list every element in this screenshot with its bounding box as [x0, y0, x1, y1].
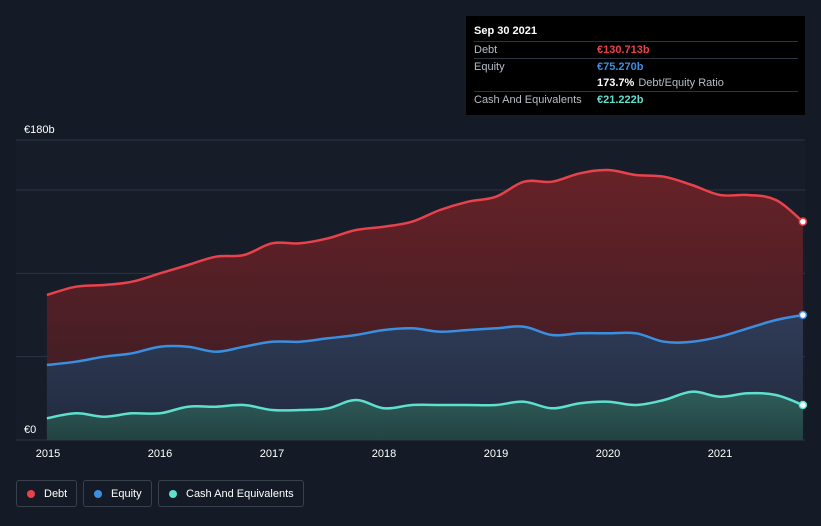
area-cash	[46, 391, 803, 440]
legend-item-debt[interactable]: Debt	[16, 480, 77, 507]
tooltip-cash-value: €21.222b	[597, 94, 644, 106]
y-axis-ticks: €0 €180b	[24, 124, 55, 436]
legend-debt-label: Debt	[44, 487, 68, 500]
y-tick-label-1: €180b	[24, 124, 55, 136]
series-lines	[46, 168, 804, 420]
end-marker-equity	[798, 310, 808, 320]
tooltip-debt-row: Debt €130.713b	[474, 41, 798, 58]
x-tick-label-2015: 2015	[36, 448, 60, 460]
tooltip-equity-row: Equity €75.270b	[474, 58, 798, 75]
legend-item-cash[interactable]: Cash And Equivalents	[158, 480, 304, 507]
line-cash	[46, 390, 804, 420]
x-tick-label-2019: 2019	[484, 448, 508, 460]
end-marker-debt	[798, 217, 808, 226]
legend-equity-label: Equity	[111, 487, 142, 500]
line-debt	[46, 168, 804, 297]
tooltip-cash-row: Cash And Equivalents €21.222b	[474, 91, 798, 108]
legend-debt-dot	[27, 489, 35, 498]
x-tick-label-2020: 2020	[596, 448, 620, 460]
x-tick-label-2018: 2018	[372, 448, 396, 460]
x-tick-label-2021: 2021	[708, 448, 732, 460]
end-marker-cash	[798, 400, 808, 410]
legend-cash-label: Cash And Equivalents	[186, 487, 294, 500]
y-tick-label-0: €0	[24, 424, 36, 436]
tooltip-equity-label: Equity	[474, 61, 505, 73]
tooltip-ratio-label: Debt/Equity Ratio	[638, 77, 724, 89]
tooltip-debt-value: €130.713b	[597, 44, 650, 56]
tooltip-debt-label: Debt	[474, 44, 498, 56]
x-tick-label-2017: 2017	[260, 448, 284, 460]
tooltip-equity-value: €75.270b	[597, 61, 644, 73]
series-areas	[46, 169, 803, 440]
line-equity	[46, 313, 804, 367]
tooltip-ratio-value: 173.7%	[597, 77, 635, 89]
tooltip-ratio-row: 173.7% Debt/Equity Ratio	[474, 75, 798, 91]
x-tick-label-2016: 2016	[148, 448, 172, 460]
x-axis-ticks: 2015 2016 2017 2018 2019 2020 2021	[36, 448, 732, 460]
legend-equity-dot	[94, 489, 102, 498]
legend-cash-dot	[169, 489, 177, 498]
end-markers	[798, 217, 808, 410]
tooltip-date: Sep 30 2021	[474, 25, 537, 37]
tooltip-cash-label: Cash And Equivalents	[474, 94, 582, 106]
tooltip-panel: Sep 30 2021 Debt €130.713b Equity €75.27…	[466, 16, 805, 115]
legend-item-equity[interactable]: Equity	[83, 480, 152, 507]
